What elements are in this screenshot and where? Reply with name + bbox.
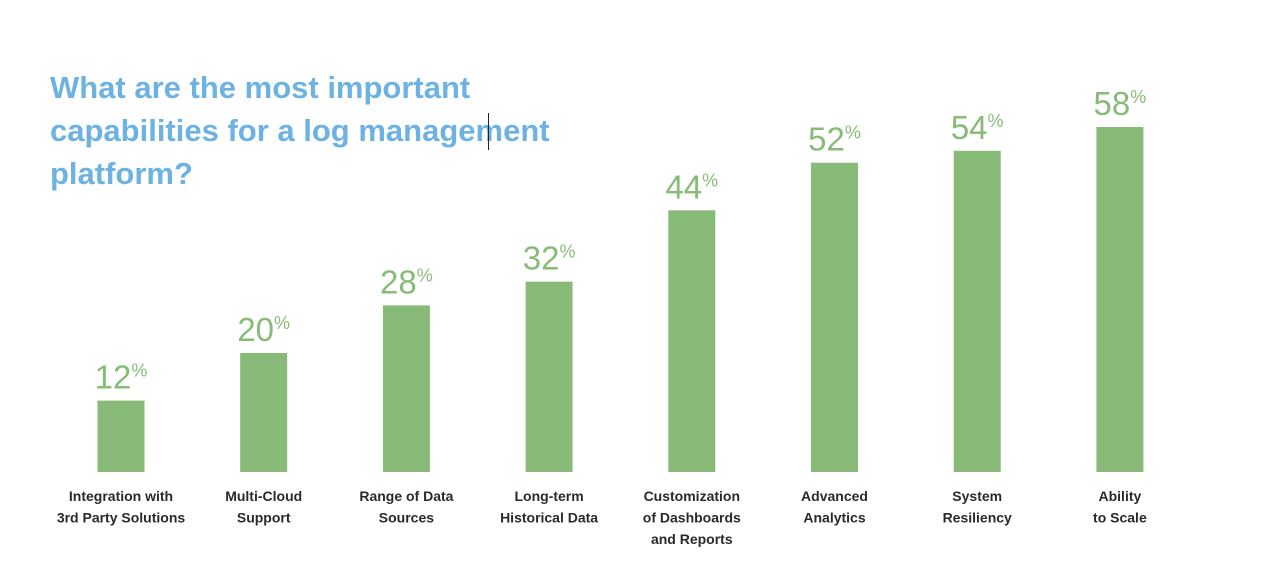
category-labels-group: Integration with 3rd Party Solutions Multi… (57, 488, 1147, 547)
chart-title: What are the most important capabilities… (50, 70, 550, 191)
value-label-3: 32% (523, 240, 576, 277)
category-label-4: Customization of Dashboards and Reports (643, 488, 741, 547)
value-label-5: 52% (808, 121, 861, 158)
category-label-2: Range of Data Sources (359, 488, 453, 526)
value-label-2: 28% (380, 263, 433, 300)
bar-6 (953, 150, 1001, 473)
category-label-6: System Resiliency (943, 488, 1012, 526)
bar-0 (97, 400, 145, 472)
bars-group (97, 127, 1144, 473)
bar-7 (1096, 127, 1144, 472)
bar-3 (525, 281, 573, 472)
category-label-3: Long-term Historical Data (500, 488, 598, 526)
value-labels-group: 12% 20% 28% 32% 44% 52% 54% 58% (95, 85, 1147, 396)
bar-4 (668, 210, 716, 473)
bar-1 (240, 353, 288, 472)
category-label-1: Multi-Cloud Support (225, 488, 302, 526)
category-label-7: Ability to Scale (1093, 488, 1147, 526)
value-label-1: 20% (237, 311, 290, 348)
bar-2 (382, 305, 430, 472)
value-label-7: 58% (1094, 85, 1147, 122)
bar-5 (811, 162, 858, 472)
category-label-0: Integration with 3rd Party Solutions (57, 488, 186, 526)
value-label-6: 54% (951, 109, 1004, 146)
category-label-5: Advanced Analytics (801, 488, 868, 526)
value-label-0: 12% (95, 359, 148, 396)
value-label-4: 44% (665, 168, 718, 205)
text-cursor (488, 113, 489, 150)
